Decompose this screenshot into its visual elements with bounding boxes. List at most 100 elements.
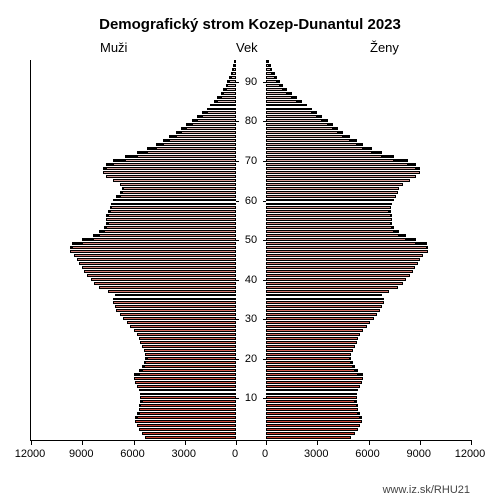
bar-row xyxy=(266,385,471,389)
bar-row xyxy=(31,175,236,179)
bar-row xyxy=(31,214,236,218)
bar-row xyxy=(31,345,236,349)
bar-row xyxy=(266,167,471,171)
bar-row xyxy=(266,345,471,349)
bar-row xyxy=(31,258,236,262)
bar-row xyxy=(266,432,471,436)
bar-row xyxy=(266,135,471,139)
bar-row xyxy=(31,159,236,163)
bar-row xyxy=(31,179,236,183)
bar-row xyxy=(31,325,236,329)
bar-row xyxy=(266,119,471,123)
bar-row xyxy=(31,218,236,222)
bar-row xyxy=(266,147,471,151)
bar-row xyxy=(266,290,471,294)
bar-row xyxy=(266,424,471,428)
bar-row xyxy=(266,365,471,369)
bar-row xyxy=(31,167,236,171)
bar-row xyxy=(266,270,471,274)
bar-row xyxy=(31,278,236,282)
bar-row xyxy=(266,206,471,210)
bar-row xyxy=(31,96,236,100)
x-tick-label: 9000 xyxy=(69,448,93,460)
bar-row xyxy=(266,163,471,167)
bar-row xyxy=(266,131,471,135)
bar-row xyxy=(266,238,471,242)
bar-row xyxy=(266,274,471,278)
bar-row xyxy=(31,151,236,155)
bar-row xyxy=(31,92,236,96)
bar-row xyxy=(266,428,471,432)
bar-row xyxy=(31,135,236,139)
bar-row xyxy=(266,381,471,385)
bar-row xyxy=(266,412,471,416)
bar-row xyxy=(266,309,471,313)
bar-row xyxy=(266,329,471,333)
bar-row xyxy=(31,234,236,238)
bar-row xyxy=(31,262,236,266)
bar-row xyxy=(266,64,471,68)
bar-row xyxy=(31,242,236,246)
bar-row xyxy=(31,389,236,393)
bar-row xyxy=(31,147,236,151)
bar-row xyxy=(266,353,471,357)
bar-row xyxy=(266,250,471,254)
bar-row xyxy=(31,123,236,127)
bar-row xyxy=(266,305,471,309)
bar-row xyxy=(266,266,471,270)
bar-row xyxy=(266,143,471,147)
bar-row xyxy=(31,321,236,325)
bar-row xyxy=(266,254,471,258)
bar-row xyxy=(266,377,471,381)
bar-row xyxy=(31,294,236,298)
bar-row xyxy=(266,159,471,163)
bar-row xyxy=(31,60,236,64)
age-axis: 102030405060708090 xyxy=(236,60,266,440)
bar-row xyxy=(266,416,471,420)
bar-row xyxy=(266,203,471,207)
bar-row xyxy=(266,72,471,76)
bar-row xyxy=(31,381,236,385)
bar-row xyxy=(31,290,236,294)
bar-row xyxy=(266,242,471,246)
bar-row xyxy=(31,163,236,167)
bar-row xyxy=(31,274,236,278)
bar-row xyxy=(266,369,471,373)
bar-row xyxy=(266,262,471,266)
bar-row xyxy=(266,92,471,96)
bar-row xyxy=(266,400,471,404)
age-tick-label: 30 xyxy=(236,313,266,325)
bar-row xyxy=(266,246,471,250)
bar-row xyxy=(31,246,236,250)
bar-row xyxy=(31,349,236,353)
bar-row xyxy=(31,155,236,159)
bar-row xyxy=(31,131,236,135)
bar-row xyxy=(266,226,471,230)
bar-row xyxy=(266,298,471,302)
x-tick-label: 3000 xyxy=(304,448,328,460)
bars-women xyxy=(266,60,471,440)
bar-row xyxy=(266,341,471,345)
bar-row xyxy=(31,416,236,420)
bar-row xyxy=(31,317,236,321)
bar-row xyxy=(266,393,471,397)
label-women: Ženy xyxy=(370,40,399,55)
bar-row xyxy=(266,349,471,353)
bar-row xyxy=(266,175,471,179)
bar-row xyxy=(31,424,236,428)
bar-row xyxy=(266,88,471,92)
label-age: Vek xyxy=(236,40,258,55)
bar-row xyxy=(266,286,471,290)
bar-row xyxy=(31,127,236,131)
bar-row xyxy=(31,230,236,234)
bar-row xyxy=(31,76,236,80)
bar-row xyxy=(31,199,236,203)
bar-row xyxy=(266,333,471,337)
bar-row xyxy=(31,266,236,270)
bar-row xyxy=(31,396,236,400)
bar-row xyxy=(266,151,471,155)
bar-row xyxy=(266,199,471,203)
bar-row xyxy=(31,361,236,365)
bar-row xyxy=(31,111,236,115)
bar-row xyxy=(31,206,236,210)
